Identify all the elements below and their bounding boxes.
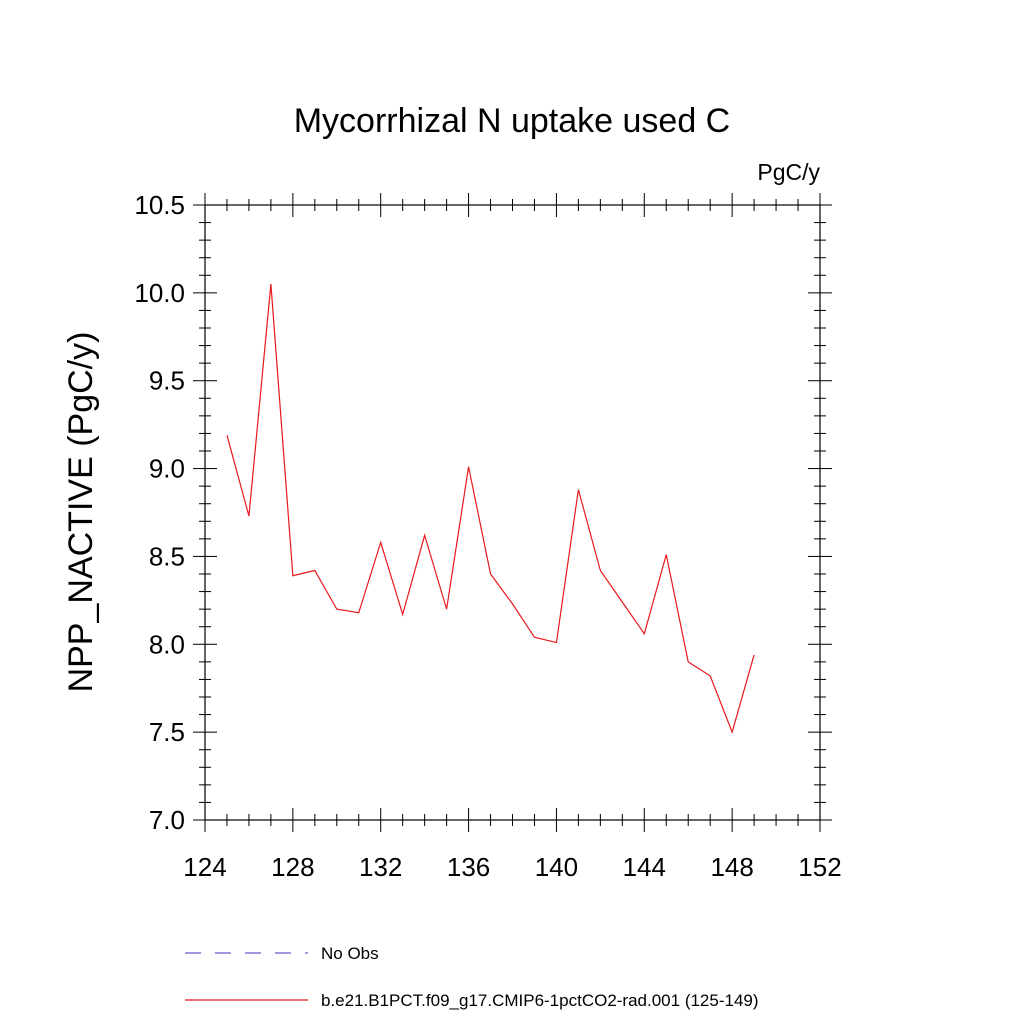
y-tick-label: 7.5 (149, 717, 185, 747)
axis-ticks (193, 193, 832, 832)
y-axis-label: NPP_NACTIVE (PgC/y) (62, 332, 100, 693)
y-tick-label: 7.0 (149, 805, 185, 835)
legend-label-model-run: b.e21.B1PCT.f09_g17.CMIP6-1pctCO2-rad.00… (321, 991, 759, 1010)
y-tick-label: 8.5 (149, 541, 185, 571)
y-tick-label: 9.5 (149, 366, 185, 396)
x-tick-label: 132 (359, 852, 402, 882)
series-line (226, 284, 755, 735)
x-tick-label: 148 (710, 852, 753, 882)
tick-labels: 124 128 132 136 140 144 148 152 7.0 7.5 8.0 8.5 9.0 9… (134, 190, 841, 882)
chart-title: Mycorrhizal N uptake used C (294, 102, 731, 140)
x-tick-label: 140 (535, 852, 578, 882)
units-label: PgC/y (757, 159, 820, 185)
plot-frame (204, 204, 821, 821)
series-lines (226, 284, 755, 735)
y-tick-label: 10.0 (134, 278, 185, 308)
x-tick-label: 124 (183, 852, 226, 882)
y-tick-label: 9.0 (149, 454, 185, 484)
x-tick-label: 152 (798, 852, 841, 882)
x-tick-label: 144 (623, 852, 666, 882)
y-tick-label: 10.5 (134, 190, 185, 220)
y-tick-label: 8.0 (149, 629, 185, 659)
x-tick-label: 128 (271, 852, 314, 882)
legend: No Obs b.e21.B1PCT.f09_g17.CMIP6-1pctCO2… (185, 944, 759, 1010)
x-tick-label: 136 (447, 852, 490, 882)
legend-label-no-obs: No Obs (321, 944, 379, 963)
